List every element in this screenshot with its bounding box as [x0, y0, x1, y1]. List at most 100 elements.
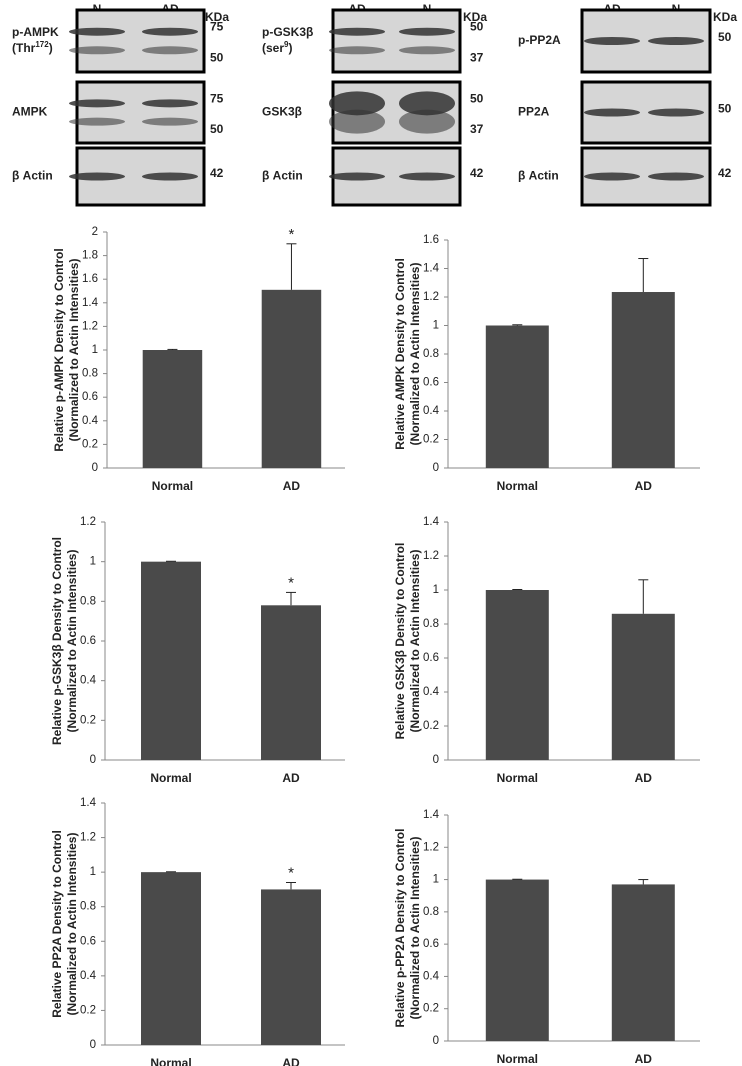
blot-band — [69, 46, 125, 55]
y-tick-label: 0.2 — [423, 720, 439, 732]
blot-box — [75, 8, 206, 74]
y-tick-label: 0.6 — [423, 938, 439, 950]
y-axis-label: (Normalized to Actin Intensities) — [408, 263, 422, 446]
marker-label: 50 — [718, 30, 732, 44]
marker-label: 42 — [470, 166, 484, 180]
label-part: β Actin — [262, 169, 303, 183]
y-tick-label: 0.6 — [423, 377, 439, 389]
blot-label: p-PP2A — [518, 33, 561, 47]
y-tick-label: 0.8 — [423, 906, 439, 918]
y-axis-label: Relative PP2A Density to Control — [50, 830, 64, 1018]
x-tick-label: AD — [283, 479, 301, 493]
marker-label: 37 — [470, 51, 484, 65]
blot-band — [399, 109, 455, 134]
x-tick-label: AD — [635, 1052, 653, 1066]
bar — [485, 325, 549, 468]
y-tick-label: 0.4 — [423, 405, 440, 417]
marker-label: 37 — [470, 122, 484, 136]
y-tick-label: 1 — [90, 866, 96, 878]
y-tick-label: 0.2 — [423, 434, 439, 446]
unit-label: KDa — [713, 10, 737, 24]
y-tick-label: 0.8 — [423, 348, 439, 360]
label-part: (ser — [262, 41, 284, 55]
y-tick-label: 1.4 — [423, 263, 440, 275]
y-tick-label: 0.4 — [423, 970, 440, 982]
label-part: AMPK — [12, 105, 48, 119]
bar — [261, 605, 321, 760]
y-tick-label: 0.6 — [80, 635, 96, 647]
y-tick-label: 0.4 — [80, 675, 97, 687]
label-part: p-PP2A — [518, 33, 561, 47]
superscript: 9 — [284, 40, 289, 49]
blot-label: GSK3β — [262, 105, 302, 119]
blot-band — [69, 27, 125, 36]
label-part: GSK3β — [262, 105, 302, 119]
bar — [611, 884, 675, 1041]
y-tick-label: 2 — [92, 226, 98, 238]
blot-band — [584, 172, 640, 181]
blot-label: p-AMPK — [12, 25, 59, 39]
label-part: ) — [49, 41, 53, 55]
blot-band — [329, 109, 385, 134]
y-tick-label: 0.6 — [423, 652, 439, 664]
x-tick-label: Normal — [150, 1056, 191, 1066]
x-tick-label: Normal — [497, 1052, 538, 1066]
x-tick-label: Normal — [497, 771, 538, 785]
y-tick-label: 1.2 — [423, 550, 439, 562]
blot-band — [648, 37, 704, 45]
unit-label: KDa — [463, 10, 487, 24]
label-part: ) — [288, 41, 292, 55]
bar — [261, 889, 321, 1045]
bar — [141, 561, 201, 760]
y-tick-label: 0.6 — [80, 935, 96, 947]
blot-label: AMPK — [12, 105, 48, 119]
blot-label: p-GSK3β — [262, 25, 313, 39]
blot-band — [584, 37, 640, 45]
y-tick-label: 0.8 — [423, 618, 439, 630]
blot-band — [399, 46, 455, 55]
x-tick-label: AD — [635, 479, 653, 493]
y-axis-label: Relative p-PP2A Density to Control — [393, 829, 407, 1028]
y-tick-label: 0 — [433, 754, 439, 766]
y-tick-label: 0.8 — [82, 368, 98, 380]
y-tick-label: 0.2 — [80, 714, 96, 726]
blot-band — [142, 27, 198, 36]
y-axis-label: (Normalized to Actin Intensities) — [65, 833, 79, 1016]
significance-marker: * — [288, 574, 294, 591]
marker-label: 75 — [210, 91, 224, 105]
bar — [611, 613, 675, 760]
blot-band — [142, 172, 198, 181]
marker-label: 42 — [718, 166, 732, 180]
y-tick-label: 0.4 — [80, 970, 97, 982]
y-tick-label: 0.8 — [80, 595, 96, 607]
y-tick-label: 1 — [433, 874, 439, 886]
y-tick-label: 1.2 — [423, 291, 439, 303]
marker-label: 50 — [718, 102, 732, 116]
y-axis-label: (Normalized to Actin Intensities) — [65, 550, 79, 733]
y-tick-label: 0.8 — [80, 901, 96, 913]
marker-label: 75 — [210, 20, 224, 34]
y-tick-label: 1.6 — [82, 273, 98, 285]
y-tick-label: 1.2 — [423, 841, 439, 853]
y-axis-label: Relative GSK3β Density to Control — [393, 543, 407, 740]
y-axis-label: (Normalized to Actin Intensities) — [67, 259, 81, 442]
superscript: 172 — [35, 40, 49, 49]
y-tick-label: 1.2 — [82, 320, 98, 332]
x-tick-label: Normal — [152, 479, 193, 493]
y-tick-label: 1.4 — [82, 297, 99, 309]
y-tick-label: 0 — [92, 462, 98, 474]
y-tick-label: 1.2 — [80, 832, 96, 844]
bar — [611, 292, 675, 468]
y-tick-label: 0.6 — [82, 391, 98, 403]
bar — [485, 879, 549, 1041]
label-part: β Actin — [12, 169, 53, 183]
blot-band — [329, 27, 385, 36]
blot-label: (Thr172) — [12, 40, 53, 56]
label-part: β Actin — [518, 169, 559, 183]
bar — [261, 289, 322, 468]
y-tick-label: 0.2 — [423, 1003, 439, 1015]
label-part: (Thr — [12, 41, 36, 55]
blot-band — [329, 172, 385, 181]
label-part: PP2A — [518, 105, 550, 119]
